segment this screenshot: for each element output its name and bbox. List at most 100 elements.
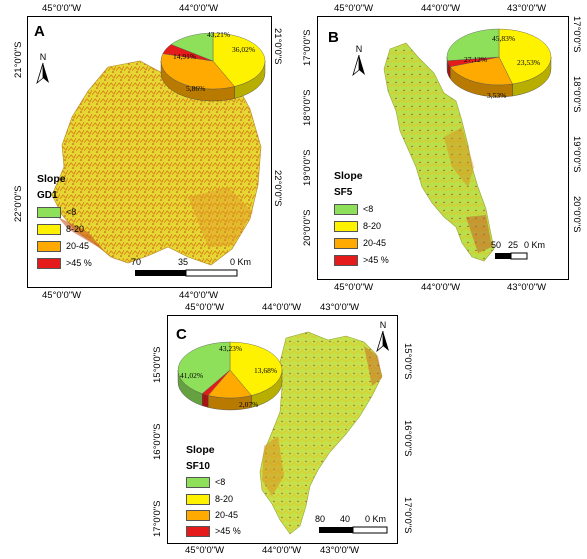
pie-slice-gt45-side: [201, 393, 209, 408]
pie-slice-8-20: [498, 28, 552, 85]
bottom-lon-c-2: 44°0'0"W: [262, 545, 302, 556]
pie-label-c-gt45: 2,07%: [239, 400, 259, 409]
right-lat-b-3: 19°0'0"S: [571, 136, 582, 173]
map-panel-c: C N 43,23% 13,68% 41,02% 2,07% Slope SF1…: [167, 315, 398, 544]
pie-chart-b: [446, 28, 552, 98]
legend-item-lt8: <8: [186, 476, 225, 488]
basin-map-gd1: [51, 56, 262, 266]
legend-region-c: SF10: [186, 461, 210, 472]
legend-item-20-45: 20-45: [37, 240, 89, 252]
pie-label-c-lt8: 41,02%: [180, 371, 204, 380]
right-lat-b-2: 18°0'0"S: [571, 76, 582, 113]
left-lat-c-2: 16°0'0"S: [152, 423, 163, 460]
scale-bar-b: [495, 252, 528, 260]
pie-label-b-20-45: 23,53%: [517, 58, 541, 67]
top-lon-c-1: 45°0'0"W: [185, 302, 225, 313]
top-lon-b-2: 44°0'0"W: [421, 3, 461, 14]
left-lat-c-1: 15°0'0"S: [152, 346, 163, 383]
legend-item-lt8: <8: [334, 203, 373, 215]
left-lat-b-2: 18°0'0"S: [302, 89, 313, 126]
right-lat-c-2: 16°0'0"S: [402, 420, 413, 457]
panel-letter-c: C: [176, 326, 187, 343]
left-lat-b-4: 20°0'0"S: [302, 209, 313, 246]
right-lat-c-3: 17°0'0"S: [402, 497, 413, 534]
bottom-lon-c-1: 45°0'0"W: [185, 545, 225, 556]
right-lat-a-2: 22°0'0"S: [272, 170, 283, 207]
left-lat-b-3: 19°0'0"S: [302, 149, 313, 186]
pie-slice-lt8: [170, 32, 214, 62]
map-panel-a: A N 43,21% 36,02% 14,91% 5,86% Slope GD1…: [27, 16, 272, 288]
scale-label-a-2: 35: [178, 257, 189, 267]
legend-title-b: Slope: [334, 170, 363, 182]
map-panel-b: B N 45,83% 23,53% 27,12% 3,53% Slope SF5…: [317, 16, 569, 280]
pie-slice-20-45: [160, 53, 235, 90]
legend-region-b: SF5: [334, 187, 353, 198]
top-lon-c-3: 43°0'0"W: [320, 302, 360, 313]
top-lon-a-2: 44°0'0"W: [179, 3, 219, 14]
legend-title-a: Slope: [37, 173, 66, 185]
legend-item-20-45: 20-45: [334, 237, 386, 249]
left-lat-a-1: 21°0'0"S: [13, 41, 24, 78]
north-label: N: [356, 44, 363, 54]
legend-item-20-45: 20-45: [186, 509, 238, 521]
bottom-lon-b-1: 45°0'0"W: [334, 282, 374, 293]
scale-label-c-2: 40: [340, 514, 351, 524]
pie-label-c-20-45: 13,68%: [254, 366, 278, 375]
north-label: N: [380, 320, 387, 330]
legend-item-gt45: >45 %: [37, 257, 92, 269]
pie-label-a-20-45: 36,02%: [232, 45, 256, 54]
north-arrow-icon: N: [36, 52, 49, 85]
pie-label-b-lt8: 27,12%: [464, 55, 488, 64]
left-lat-c-3: 17°0'0"S: [152, 500, 163, 537]
pie-slice-lt8: [446, 28, 500, 61]
pie-slice-20-45: [449, 56, 513, 86]
top-lon-b-3: 43°0'0"W: [507, 3, 547, 14]
pie-slice-lt8: [177, 341, 231, 394]
pie-chart-c: [177, 341, 283, 411]
pie-label-c-8-20: 43,23%: [219, 344, 243, 353]
legend-item-8-20: 8-20: [37, 223, 84, 235]
legend-item-lt8: <8: [37, 206, 76, 218]
bottom-lon-a-2: 44°0'0"W: [179, 290, 219, 301]
scale-label-a-1: 70: [131, 257, 142, 267]
top-lon-a-1: 45°0'0"W: [42, 3, 82, 14]
right-lat-c-1: 15°0'0"S: [402, 343, 413, 380]
pie-label-b-8-20: 45,83%: [492, 34, 516, 43]
scale-bar-a: [135, 269, 238, 277]
left-lat-b-1: 17°0'0"S: [302, 29, 313, 66]
scale-label-c-3: 0 Km: [365, 514, 387, 524]
legend-item-gt45: >45 %: [334, 254, 389, 266]
legend-region-a: GD1: [37, 190, 58, 201]
scale-label-b-3: 0 Km: [524, 240, 546, 250]
pie-chart-a: [160, 32, 266, 102]
right-lat-b-4: 20°0'0"S: [571, 196, 582, 233]
top-lon-b-1: 45°0'0"W: [334, 3, 374, 14]
pie-label-a-lt8: 14,91%: [173, 52, 197, 61]
pie-label-a-8-20: 43,21%: [207, 30, 231, 39]
pie-label-a-gt45: 5,86%: [186, 84, 206, 93]
legend-title-c: Slope: [186, 444, 215, 456]
scale-label-a-3: 0 Km: [230, 257, 252, 267]
north-arrow-icon: N: [352, 44, 365, 77]
north-arrow-icon: N: [376, 320, 389, 353]
panel-letter-a: A: [34, 23, 45, 40]
basin-map-sf5: [383, 42, 495, 262]
scale-label-b-2: 25: [508, 240, 519, 250]
pie-slice-8-20: [212, 32, 266, 87]
left-lat-a-2: 22°0'0"S: [13, 185, 24, 222]
bottom-lon-b-3: 43°0'0"W: [507, 282, 547, 293]
pie-label-b-gt45: 3,53%: [487, 91, 507, 100]
right-lat-a-1: 21°0'0"S: [272, 28, 283, 65]
top-lon-c-2: 44°0'0"W: [262, 302, 302, 313]
scale-label-b-1: 50: [491, 240, 502, 250]
pie-slice-8-20: [229, 341, 283, 396]
legend-item-gt45: >45 %: [186, 525, 241, 537]
bottom-lon-a-1: 45°0'0"W: [42, 290, 82, 301]
bottom-lon-b-2: 44°0'0"W: [421, 282, 461, 293]
north-label: N: [40, 52, 47, 62]
panel-letter-b: B: [328, 29, 339, 46]
legend-item-8-20: 8-20: [186, 493, 233, 505]
legend-item-8-20: 8-20: [334, 220, 381, 232]
scale-label-c-1: 80: [315, 514, 326, 524]
basin-map-sf10: [259, 331, 383, 535]
